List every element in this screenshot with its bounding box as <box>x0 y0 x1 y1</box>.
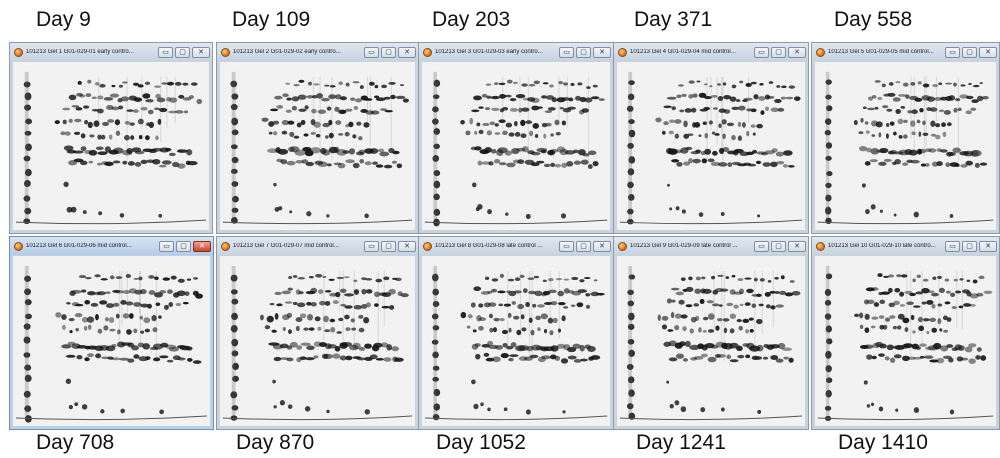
window-titlebar[interactable]: 101213 Gel 9 G01-029-09 late control ...… <box>614 237 808 255</box>
app-icon <box>618 47 627 57</box>
day-label-top-4: Day 371 <box>634 8 713 31</box>
app-icon <box>221 47 230 57</box>
close-button[interactable]: ✕ <box>193 240 211 252</box>
gel-window-4[interactable]: 101213 Gel 4 G01-029-04 mid control... ▭… <box>613 42 809 234</box>
gel-window-5[interactable]: 101213 Gel 5 G01-029-05 mid control... ▭… <box>811 42 1000 234</box>
window-titlebar[interactable]: 101213 Gel 4 G01-029-04 mid control... ▭… <box>614 43 808 61</box>
day-label-top-1: Day 9 <box>36 8 91 31</box>
gel-image <box>422 62 610 230</box>
maximize-button[interactable]: ▢ <box>771 46 786 58</box>
gel-window-2[interactable]: 101213 Gel 2 G01-029-02 early contro... … <box>216 42 419 234</box>
day-label-bottom-1: Day 708 <box>36 431 115 454</box>
day-label-bottom-3: Day 1052 <box>436 431 526 454</box>
minimize-button[interactable]: ▭ <box>158 46 173 58</box>
app-icon <box>221 241 230 251</box>
window-title: 101213 Gel 10 G01-029-10 late contro... <box>828 243 936 249</box>
minimize-button[interactable]: ▭ <box>754 46 769 58</box>
gel-image <box>815 256 996 426</box>
minimize-button[interactable]: ▭ <box>559 46 574 58</box>
minimize-button[interactable]: ▭ <box>559 240 574 252</box>
window-title: 101213 Gel 9 G01-029-09 late control ... <box>630 243 738 249</box>
gel-image <box>13 62 209 230</box>
maximize-button[interactable]: ▢ <box>771 240 786 252</box>
minimize-button[interactable]: ▭ <box>364 240 379 252</box>
gel-window-8[interactable]: 101213 Gel 8 G01-029-08 late control ...… <box>418 236 614 430</box>
gel-image <box>617 62 805 230</box>
day-label-bottom-5: Day 1410 <box>838 431 928 454</box>
day-label-bottom-2: Day 870 <box>236 431 315 454</box>
close-button[interactable]: ✕ <box>979 240 997 252</box>
window-title: 101213 Gel 6 G01-029-06 mid control... <box>26 243 132 249</box>
day-label-top-2: Day 109 <box>232 8 311 31</box>
close-button[interactable]: ✕ <box>788 240 806 252</box>
minimize-button[interactable]: ▭ <box>754 240 769 252</box>
gel-image <box>617 256 805 426</box>
window-titlebar[interactable]: 101213 Gel 3 G01-029-03 early contro... … <box>419 43 613 61</box>
window-titlebar[interactable]: 101213 Gel 1 G01-029-01 early contro... … <box>10 43 212 61</box>
minimize-button[interactable]: ▭ <box>159 240 174 252</box>
window-title: 101213 Gel 7 G01-029-07 mid control... <box>233 243 339 249</box>
close-button[interactable]: ✕ <box>979 46 997 58</box>
app-icon <box>14 47 23 57</box>
maximize-button[interactable]: ▢ <box>381 46 396 58</box>
maximize-button[interactable]: ▢ <box>175 46 190 58</box>
gel-window-10[interactable]: 101213 Gel 10 G01-029-10 late contro... … <box>811 236 1000 430</box>
window-titlebar[interactable]: 101213 Gel 7 G01-029-07 mid control... ▭… <box>217 237 418 255</box>
gel-window-3[interactable]: 101213 Gel 3 G01-029-03 early contro... … <box>418 42 614 234</box>
gel-window-6[interactable]: 101213 Gel 6 G01-029-06 mid control... ▭… <box>9 236 214 430</box>
window-title: 101213 Gel 3 G01-029-03 early contro... <box>435 49 543 55</box>
window-title: 101213 Gel 8 G01-029-08 late control ... <box>435 243 543 249</box>
gel-window-7[interactable]: 101213 Gel 7 G01-029-07 mid control... ▭… <box>216 236 419 430</box>
day-label-top-5: Day 558 <box>834 8 913 31</box>
app-icon <box>816 47 825 57</box>
gel-window-1[interactable]: 101213 Gel 1 G01-029-01 early contro... … <box>9 42 213 234</box>
gel-image <box>220 62 415 230</box>
gel-image <box>815 62 996 230</box>
maximize-button[interactable]: ▢ <box>962 46 977 58</box>
app-icon <box>618 241 627 251</box>
window-titlebar[interactable]: 101213 Gel 5 G01-029-05 mid control... ▭… <box>812 43 999 61</box>
close-button[interactable]: ✕ <box>593 46 611 58</box>
gel-image <box>422 256 610 426</box>
maximize-button[interactable]: ▢ <box>576 240 591 252</box>
window-titlebar[interactable]: 101213 Gel 6 G01-029-06 mid control... ▭… <box>10 237 213 255</box>
close-button[interactable]: ✕ <box>398 46 416 58</box>
maximize-button[interactable]: ▢ <box>381 240 396 252</box>
minimize-button[interactable]: ▭ <box>945 240 960 252</box>
close-button[interactable]: ✕ <box>398 240 416 252</box>
gel-image <box>13 256 210 426</box>
close-button[interactable]: ✕ <box>788 46 806 58</box>
maximize-button[interactable]: ▢ <box>576 46 591 58</box>
window-titlebar[interactable]: 101213 Gel 2 G01-029-02 early contro... … <box>217 43 418 61</box>
minimize-button[interactable]: ▭ <box>364 46 379 58</box>
maximize-button[interactable]: ▢ <box>176 240 191 252</box>
minimize-button[interactable]: ▭ <box>945 46 960 58</box>
maximize-button[interactable]: ▢ <box>962 240 977 252</box>
day-label-bottom-4: Day 1241 <box>636 431 726 454</box>
app-icon <box>14 241 23 251</box>
app-icon <box>423 241 432 251</box>
app-icon <box>423 47 432 57</box>
gel-image <box>220 256 415 426</box>
window-title: 101213 Gel 2 G01-029-02 early contro... <box>233 49 341 55</box>
window-title: 101213 Gel 4 G01-029-04 mid control... <box>630 49 736 55</box>
close-button[interactable]: ✕ <box>593 240 611 252</box>
close-button[interactable]: ✕ <box>192 46 210 58</box>
window-titlebar[interactable]: 101213 Gel 8 G01-029-08 late control ...… <box>419 237 613 255</box>
window-titlebar[interactable]: 101213 Gel 10 G01-029-10 late contro... … <box>812 237 999 255</box>
app-icon <box>816 241 825 251</box>
day-label-top-3: Day 203 <box>432 8 511 31</box>
window-title: 101213 Gel 1 G01-029-01 early contro... <box>26 49 134 55</box>
window-title: 101213 Gel 5 G01-029-05 mid control... <box>828 49 934 55</box>
gel-window-9[interactable]: 101213 Gel 9 G01-029-09 late control ...… <box>613 236 809 430</box>
